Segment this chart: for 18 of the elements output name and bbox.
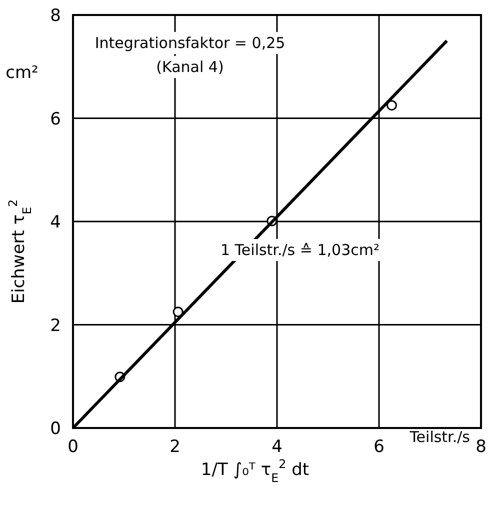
y-tick-label: 6 [50, 109, 61, 130]
y-tick-label: 4 [50, 212, 61, 232]
x-axis-title: 1/T ∫₀ᵀ τ$_{E}$$^{2}$ dt [200, 457, 310, 485]
x-tick-label: 8 [476, 437, 486, 457]
annotation: Integrationsfaktor = 0,25 [94, 34, 286, 52]
y-tick-label: 0 [50, 419, 61, 439]
x-tick-label: 4 [272, 437, 282, 457]
annotation: 1 Teilstr./s ≙ 1,03cm² [220, 241, 380, 259]
x-tick-label: 0 [68, 437, 78, 457]
point [172, 306, 184, 318]
annotation: Teilstr./s [408, 428, 470, 446]
y-tick-label: 8 [50, 6, 61, 26]
x-tick-label: 6 [374, 437, 384, 457]
point [386, 100, 397, 111]
x-tick-label: 2 [170, 437, 180, 457]
y-tick-label: 2 [50, 316, 61, 336]
text: cm² [6, 63, 38, 83]
annotation: (Kanal 4) [156, 58, 224, 76]
